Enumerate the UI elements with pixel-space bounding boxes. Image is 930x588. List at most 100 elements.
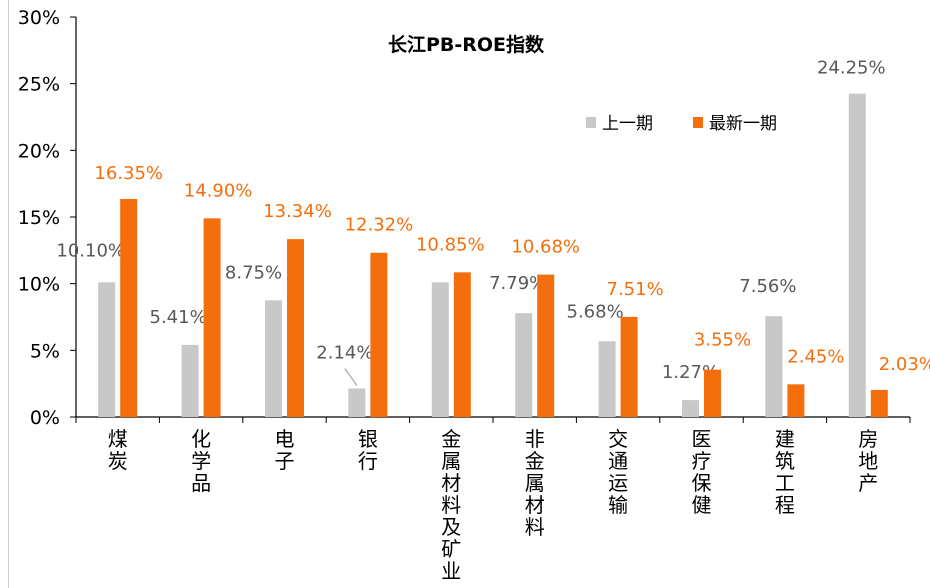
data-label: 2.14% <box>316 342 373 363</box>
bar-latest <box>453 272 471 417</box>
bar-latest <box>870 389 888 417</box>
leader-line <box>344 368 358 386</box>
x-category-label: 煤炭 <box>108 427 128 473</box>
x-category-char: 程 <box>775 493 795 517</box>
x-category-char: 电 <box>275 427 295 451</box>
page-left-border <box>8 0 9 588</box>
data-label: 8.75% <box>225 262 282 283</box>
x-category-char: 金 <box>441 427 461 451</box>
bar-latest <box>120 199 138 417</box>
x-category-char: 学 <box>191 449 211 473</box>
bar-previous <box>848 93 866 418</box>
x-category-char: 属 <box>441 449 461 473</box>
bar-previous <box>431 282 449 417</box>
legend-swatch-previous <box>586 117 596 128</box>
x-category-char: 料 <box>441 493 461 517</box>
data-label: 10.68% <box>511 237 580 258</box>
x-category-char: 银 <box>358 427 378 451</box>
bar-previous <box>515 313 533 417</box>
data-label: 10.10% <box>56 240 125 261</box>
y-tick-label: 10% <box>18 274 60 296</box>
y-tick-label: 25% <box>18 74 60 96</box>
x-category-char: 输 <box>608 493 628 517</box>
chart-title: 长江PB-ROE指数 <box>388 33 545 56</box>
data-label: 2.45% <box>787 346 844 367</box>
data-label: 10.85% <box>416 234 485 255</box>
x-category-label: 非金属材料 <box>525 427 545 539</box>
data-label: 7.56% <box>739 276 796 297</box>
x-category-char: 地 <box>858 449 878 473</box>
x-category-label: 交通运输 <box>608 427 628 517</box>
bar-previous <box>265 300 282 417</box>
bar-latest <box>620 316 638 417</box>
x-category-char: 炭 <box>108 449 128 473</box>
x-category-char: 属 <box>525 471 545 495</box>
bar-latest <box>704 369 721 417</box>
legend-label-previous: 上一期 <box>602 114 653 134</box>
bar-previous <box>98 282 116 417</box>
data-label: 16.35% <box>94 163 163 184</box>
x-category-char: 健 <box>692 493 712 517</box>
x-category-char: 子 <box>275 449 295 473</box>
x-category-char: 房 <box>858 427 878 451</box>
legend-swatch-latest <box>693 117 703 128</box>
y-tick-label: 15% <box>18 207 60 229</box>
x-category-char: 矿 <box>441 537 461 561</box>
bar-previous <box>181 344 199 417</box>
data-label: 13.34% <box>263 201 332 222</box>
bar-previous <box>598 341 616 417</box>
bar-latest <box>787 384 805 417</box>
data-label: 24.25% <box>817 58 886 79</box>
x-category-label: 医疗保健 <box>692 427 712 517</box>
x-category-char: 品 <box>191 471 211 495</box>
y-tick-label: 30% <box>18 7 60 29</box>
data-label: 14.90% <box>184 180 253 201</box>
bar-latest <box>370 252 388 417</box>
legend-label-latest: 最新一期 <box>709 114 777 134</box>
x-category-char: 行 <box>358 449 378 473</box>
y-tick-label: 5% <box>30 340 60 362</box>
data-label: 2.03% <box>879 354 930 375</box>
x-category-char: 通 <box>608 449 628 473</box>
x-category-char: 建 <box>775 427 795 451</box>
x-category-char: 化 <box>191 427 211 451</box>
x-category-char: 材 <box>525 493 545 517</box>
x-category-char: 非 <box>525 427 545 451</box>
bar-latest <box>203 218 221 417</box>
bar-previous <box>348 388 366 417</box>
x-category-label: 金属材料及矿业 <box>441 427 461 583</box>
x-category-char: 工 <box>775 471 795 495</box>
x-category-label: 电子 <box>275 427 295 473</box>
x-category-char: 运 <box>608 471 628 495</box>
x-category-char: 疗 <box>692 449 712 473</box>
x-category-char: 材 <box>441 471 461 495</box>
x-category-char: 交 <box>608 427 628 451</box>
x-category-char: 筑 <box>775 449 795 473</box>
x-category-char: 产 <box>858 471 878 495</box>
data-label: 5.68% <box>567 301 624 322</box>
data-label: 7.51% <box>607 279 664 300</box>
bar-latest <box>537 274 555 417</box>
x-category-char: 保 <box>692 471 712 495</box>
data-label: 12.32% <box>345 215 414 236</box>
x-category-label: 银行 <box>358 427 378 473</box>
x-category-label: 房地产 <box>858 427 878 495</box>
bar-latest <box>287 239 304 417</box>
y-tick-label: 0% <box>30 407 60 429</box>
x-category-char: 及 <box>441 515 461 539</box>
x-category-char: 金 <box>525 449 545 473</box>
data-label: 5.41% <box>150 307 207 328</box>
bar-previous <box>682 400 699 417</box>
x-category-char: 料 <box>525 515 545 539</box>
x-category-char: 煤 <box>108 427 128 451</box>
x-category-char: 医 <box>692 427 712 451</box>
x-category-label: 建筑工程 <box>775 427 795 517</box>
x-category-char: 业 <box>441 559 461 583</box>
x-category-label: 化学品 <box>191 427 211 495</box>
bar-previous <box>765 316 783 417</box>
data-label: 3.55% <box>694 330 751 351</box>
data-label: 7.79% <box>489 273 546 294</box>
y-tick-label: 20% <box>18 140 60 162</box>
